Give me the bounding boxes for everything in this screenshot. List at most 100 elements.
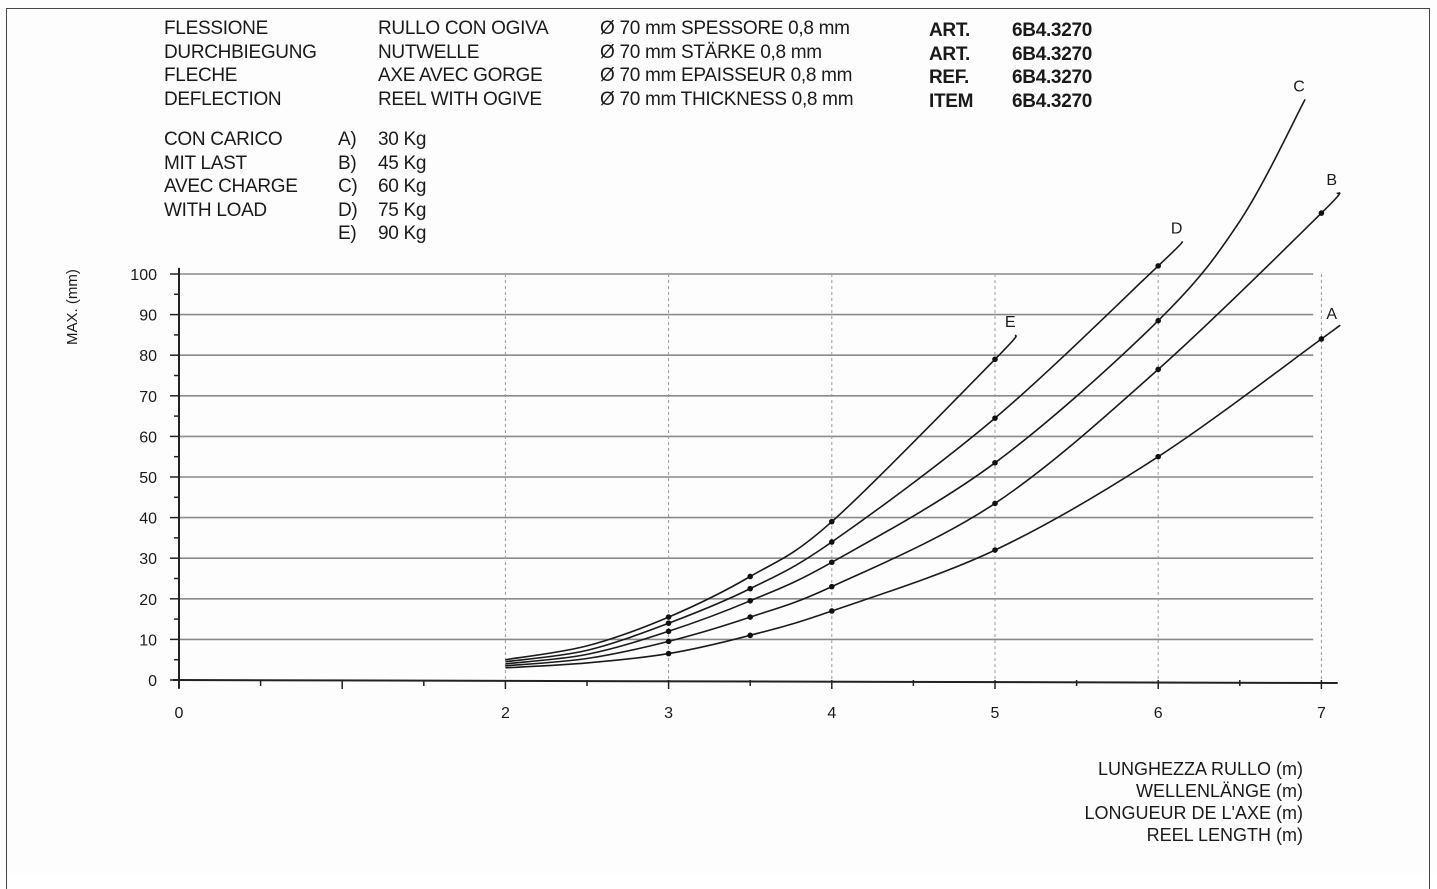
x-axis-title-line: REEL LENGTH (m): [1146, 825, 1303, 845]
series-line-a: [505, 324, 1341, 669]
y-tick-label: 90: [139, 308, 157, 325]
header-col1-line: FLECHE: [164, 65, 238, 86]
load-value: 60 Kg: [378, 176, 427, 197]
header-col4-line: REF.: [929, 67, 969, 88]
header-col1-line: DEFLECTION: [164, 88, 282, 110]
series-line-d: [505, 240, 1184, 663]
header-col5-line: 6B4.3270: [1012, 43, 1093, 65]
x-tick-label: 3: [664, 705, 673, 722]
y-tick-label: 60: [139, 429, 157, 446]
y-tick-label: 40: [139, 511, 157, 528]
header-col4-line: ITEM: [929, 90, 974, 112]
header-col3-line: Ø 70 mm THICKNESS 0,8 mm: [600, 88, 854, 110]
load-label: WITH LOAD: [164, 199, 267, 221]
load-key: D): [338, 199, 358, 221]
header-dimensions: Ø 70 mm SPESSORE 0,8 mm Ø 70 mm STÄRKE 0…: [600, 17, 854, 111]
header-col3-line: Ø 70 mm EPAISSEUR 0,8 mm: [600, 65, 853, 86]
data-point-b: [829, 583, 835, 590]
header-reel-type: RULLO CON OGIVA NUTWELLE AXE AVEC GORGE …: [378, 17, 549, 111]
series-label-c: C: [1293, 78, 1305, 95]
load-label: CON CARICO: [164, 129, 283, 150]
x-axis-title-line: LUNGHEZZA RULLO (m): [1097, 759, 1303, 779]
load-value: 75 Kg: [378, 199, 427, 221]
series-label-d: D: [1171, 221, 1183, 238]
x-axis-line: [172, 679, 1338, 684]
x-tick-label: 0: [175, 705, 184, 722]
load-key: A): [338, 129, 357, 150]
header-col5-line: 6B4.3270: [1012, 20, 1093, 41]
data-point-d: [747, 585, 753, 592]
load-value: 90 Kg: [378, 223, 427, 244]
y-tick-label: 70: [139, 389, 157, 406]
data-point-c: [747, 598, 753, 604]
y-tick-label: 80: [139, 348, 157, 365]
header-item-code: 6B4.3270 6B4.3270 6B4.3270 6B4.3270: [1012, 19, 1092, 113]
x-tick-label: 7: [1317, 705, 1326, 722]
load-value: 30 Kg: [378, 129, 427, 150]
load-key: E): [338, 223, 357, 244]
data-point-c: [1155, 317, 1161, 324]
load-key: C): [338, 176, 358, 197]
header-col1-line: FLESSIONE: [164, 18, 268, 39]
data-point-b: [665, 638, 672, 645]
header-item-label: ART. ART. REF. ITEM: [929, 19, 973, 113]
series-label-b: B: [1326, 172, 1337, 189]
data-point-a: [1155, 453, 1161, 460]
y-tick-label: 30: [139, 551, 157, 568]
x-axis-title-line: WELLENLÄNGE (m): [1135, 781, 1303, 801]
data-point-d: [829, 539, 835, 545]
header-deflection-labels: FLESSIONE DURCHBIEGUNG FLECHE DEFLECTION: [164, 17, 317, 111]
data-point-b: [747, 614, 753, 620]
data-point-c: [829, 559, 835, 566]
data-point-c: [665, 628, 672, 635]
data-point-d: [992, 415, 998, 421]
series-label-e: E: [1005, 314, 1016, 331]
y-tick-label: 50: [139, 470, 157, 487]
y-tick-label: 10: [139, 632, 157, 649]
data-point-a: [829, 608, 835, 614]
header-col5-line: 6B4.3270: [1012, 90, 1093, 112]
load-legend-keys: A) B) C) D) E): [338, 128, 358, 246]
load-label: MIT LAST: [164, 152, 247, 174]
data-point-e: [992, 356, 998, 363]
load-legend-values: 30 Kg 45 Kg 60 Kg 75 Kg 90 Kg: [378, 128, 426, 246]
data-point-e: [747, 573, 753, 580]
series-label-a: A: [1326, 306, 1337, 323]
x-tick-label: 4: [827, 705, 836, 722]
x-tick-label: 2: [501, 705, 510, 722]
load-value: 45 Kg: [378, 152, 427, 174]
data-point-d: [1155, 263, 1161, 269]
data-point-c: [992, 459, 998, 466]
header-col1-line: DURCHBIEGUNG: [164, 41, 317, 63]
y-tick-label: 0: [148, 673, 157, 690]
x-axis-title: LUNGHEZZA RULLO (m) WELLENLÄNGE (m) LONG…: [1085, 758, 1303, 846]
data-point-d: [665, 620, 672, 626]
header-col2-line: REEL WITH OGIVE: [378, 88, 542, 110]
data-point-b: [992, 500, 998, 507]
header-col5-line: 6B4.3270: [1012, 67, 1093, 88]
y-tick-label: 20: [139, 592, 157, 609]
data-point-a: [665, 650, 672, 657]
header-col2-line: RULLO CON OGIVA: [378, 18, 549, 39]
data-point-a: [1318, 336, 1325, 342]
series-line-c: [505, 99, 1306, 665]
header-col3-line: Ø 70 mm SPESSORE 0,8 mm: [600, 18, 850, 39]
load-key: B): [338, 152, 357, 174]
sheet-frame: [6, 8, 1430, 889]
x-tick-label: 5: [991, 705, 1000, 722]
data-point-b: [1155, 366, 1161, 373]
header-col2-line: NUTWELLE: [378, 41, 480, 63]
header-col2-line: AXE AVEC GORGE: [378, 65, 543, 86]
x-axis-title-line: LONGUEUR DE L'AXE (m): [1084, 803, 1303, 823]
x-tick-label: 6: [1154, 705, 1163, 722]
data-point-e: [665, 614, 672, 620]
header-col4-line: ART.: [929, 20, 971, 41]
data-point-a: [992, 547, 998, 553]
header-col3-line: Ø 70 mm STÄRKE 0,8 mm: [600, 41, 822, 63]
data-point-a: [747, 632, 753, 639]
data-point-e: [829, 518, 835, 525]
load-label: AVEC CHARGE: [164, 176, 298, 197]
header-col4-line: ART.: [929, 43, 971, 65]
